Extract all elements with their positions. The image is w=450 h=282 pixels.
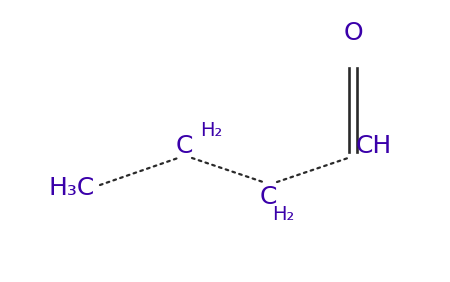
Text: C: C: [259, 185, 277, 209]
Text: H₂: H₂: [200, 121, 222, 140]
Text: CH: CH: [356, 134, 392, 158]
Text: H₂: H₂: [272, 205, 294, 224]
Text: O: O: [343, 21, 363, 45]
Text: C: C: [176, 134, 193, 158]
Text: H₃C: H₃C: [49, 176, 95, 200]
